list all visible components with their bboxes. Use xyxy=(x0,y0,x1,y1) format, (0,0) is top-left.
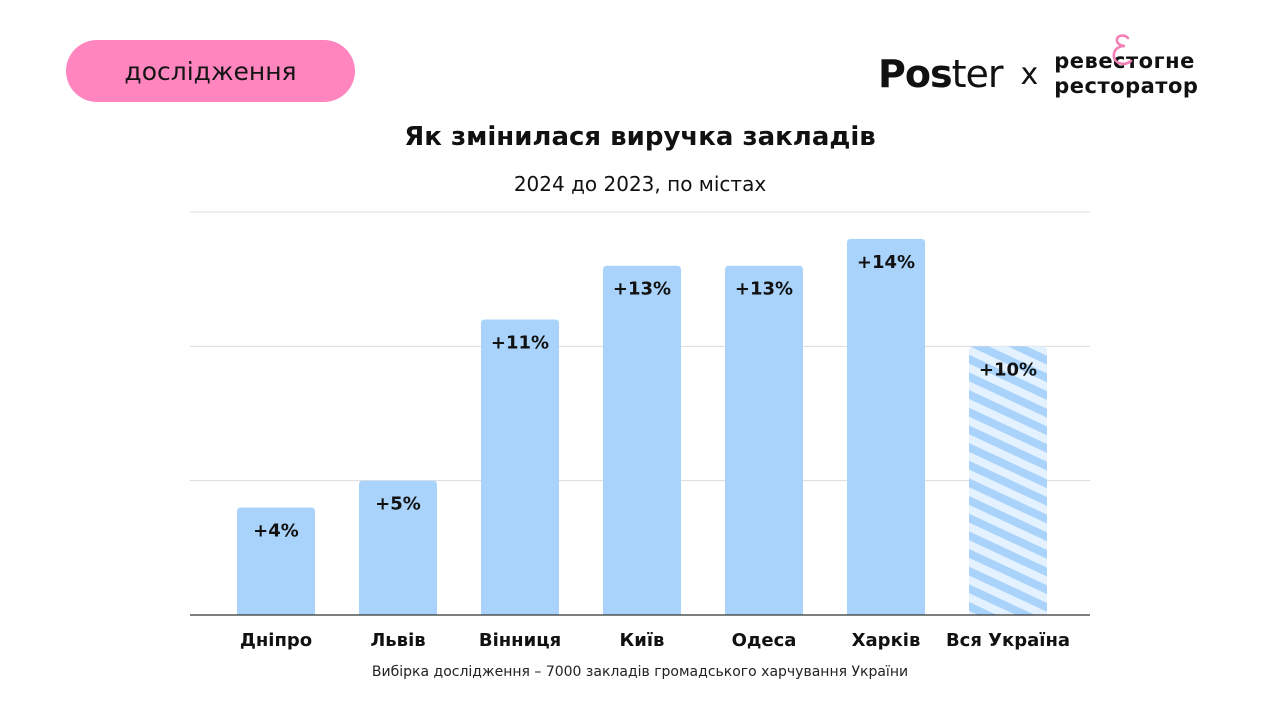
chart-title: Як змінилася виручка закладів xyxy=(404,122,876,152)
category-label: Львів xyxy=(370,630,425,651)
bar xyxy=(359,480,437,615)
category-label: Вся Україна xyxy=(946,630,1070,651)
data-label: +13% xyxy=(613,279,671,300)
partner-logo-line2: ресторатор xyxy=(1054,74,1199,98)
category-label: Харків xyxy=(852,630,921,651)
category-label: Дніпро xyxy=(240,630,312,651)
chart-subtitle: 2024 до 2023, по містах xyxy=(513,172,767,196)
sample-note: Вибірка дослідження – 7000 закладів гром… xyxy=(371,664,909,680)
bar xyxy=(237,507,315,615)
bar xyxy=(481,319,559,615)
category-label: Одеса xyxy=(732,630,797,651)
data-label: +11% xyxy=(491,332,549,353)
poster-logo-bold: Pos xyxy=(878,52,953,96)
bar xyxy=(603,265,681,615)
data-label: +5% xyxy=(375,494,421,515)
category-label: Вінниця xyxy=(479,630,561,651)
poster-logo-light: ter xyxy=(951,52,1004,96)
bar xyxy=(725,265,803,615)
bar xyxy=(847,238,925,615)
bar xyxy=(969,346,1047,615)
data-label: +13% xyxy=(735,279,793,300)
data-label: +14% xyxy=(857,252,915,273)
category-label: Київ xyxy=(620,630,665,651)
data-label: +4% xyxy=(253,521,299,542)
poster-logo: Poster xyxy=(878,52,1004,96)
logo-separator: x xyxy=(1020,56,1039,92)
data-label: +10% xyxy=(979,359,1037,380)
research-badge: дослідження xyxy=(66,40,355,102)
